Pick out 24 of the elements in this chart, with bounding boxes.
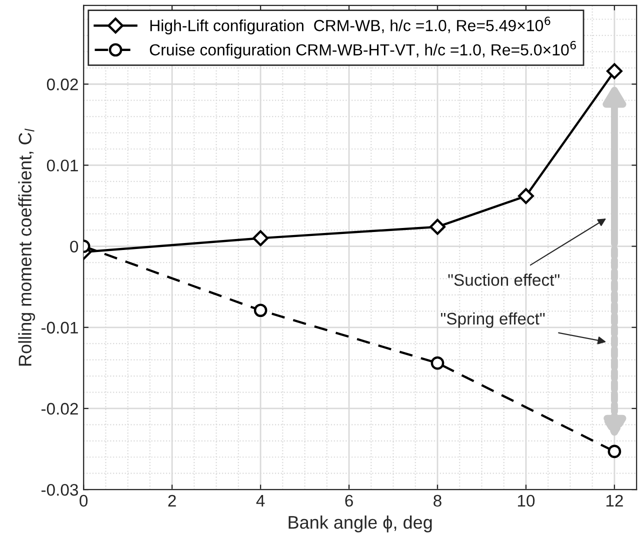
x-tick-label: 4 bbox=[256, 495, 265, 507]
point bbox=[608, 444, 622, 458]
y-tick-label: -0.03 bbox=[41, 484, 78, 496]
y-tick-label: 0 bbox=[70, 240, 78, 253]
annotation: "Spring effect" bbox=[440, 312, 545, 328]
x-tick-label: 6 bbox=[345, 494, 353, 507]
y-axis-title: Rolling moment coefficient, C$_{l}$ bbox=[18, 128, 36, 366]
x-tick-label: 10 bbox=[518, 494, 535, 507]
y-tick-label: -0.02 bbox=[41, 402, 78, 415]
point bbox=[518, 188, 534, 204]
legend-label: High-Lift configuration CRM-WB, h/c =1.0, Re=5.49×10$^{6}$ bbox=[150, 16, 550, 34]
y-tick-label: 0.02 bbox=[46, 78, 78, 90]
y-tick-label: -0.01 bbox=[41, 322, 78, 334]
x-tick-label: 8 bbox=[434, 494, 442, 507]
y-tick-label: 0.01 bbox=[46, 160, 78, 172]
x-axis-title: Bank angle ϕ, deg bbox=[288, 516, 432, 532]
x-tick-label: 12 bbox=[606, 494, 623, 507]
x-tick-label: 0 bbox=[80, 494, 88, 507]
annotation: "Suction effect" bbox=[448, 274, 560, 286]
point bbox=[430, 356, 444, 370]
point bbox=[430, 218, 446, 235]
x-tick-label: 2 bbox=[168, 494, 176, 507]
legend-label: Cruise configuration CRM-WB-HT-VT, h/c =1.0, Re=5.0×10$^{6}$ bbox=[150, 40, 576, 59]
point bbox=[606, 63, 622, 80]
